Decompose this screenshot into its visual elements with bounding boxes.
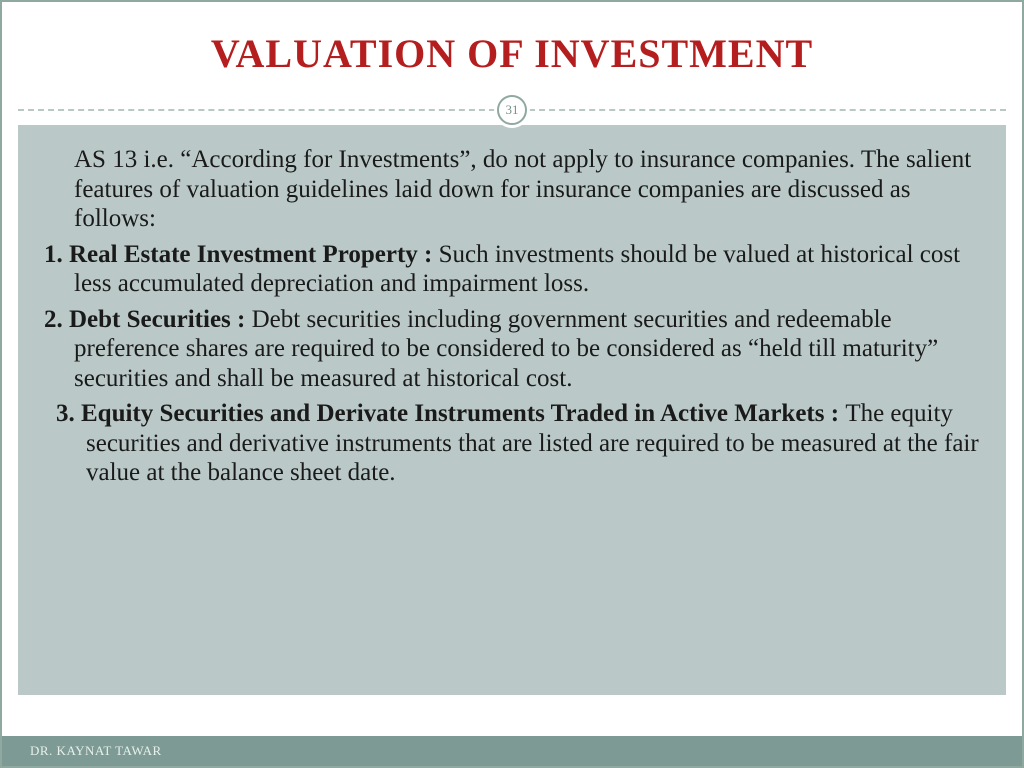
divider: 31: [2, 95, 1022, 125]
body-area: AS 13 i.e. “According for Investments”, …: [18, 125, 1006, 695]
point-2: 2. Debt Securities : Debt securities inc…: [44, 305, 980, 394]
point-2-label: 2. Debt Securities :: [44, 306, 252, 333]
intro-paragraph: AS 13 i.e. “According for Investments”, …: [74, 145, 980, 234]
footer-author: DR. KAYNAT TAWAR: [30, 743, 162, 759]
slide-container: VALUATION OF INVESTMENT 31 AS 13 i.e. “A…: [0, 0, 1024, 768]
slide-title: VALUATION OF INVESTMENT: [42, 30, 982, 77]
point-1-label: 1. Real Estate Investment Property :: [44, 241, 439, 268]
point-3: 3. Equity Securities and Derivate Instru…: [56, 399, 980, 488]
title-area: VALUATION OF INVESTMENT: [2, 2, 1022, 95]
page-number-badge: 31: [497, 95, 527, 125]
point-3-label: 3. Equity Securities and Derivate Instru…: [56, 400, 845, 427]
footer-bar: DR. KAYNAT TAWAR: [2, 736, 1022, 766]
point-1: 1. Real Estate Investment Property : Suc…: [44, 240, 980, 299]
